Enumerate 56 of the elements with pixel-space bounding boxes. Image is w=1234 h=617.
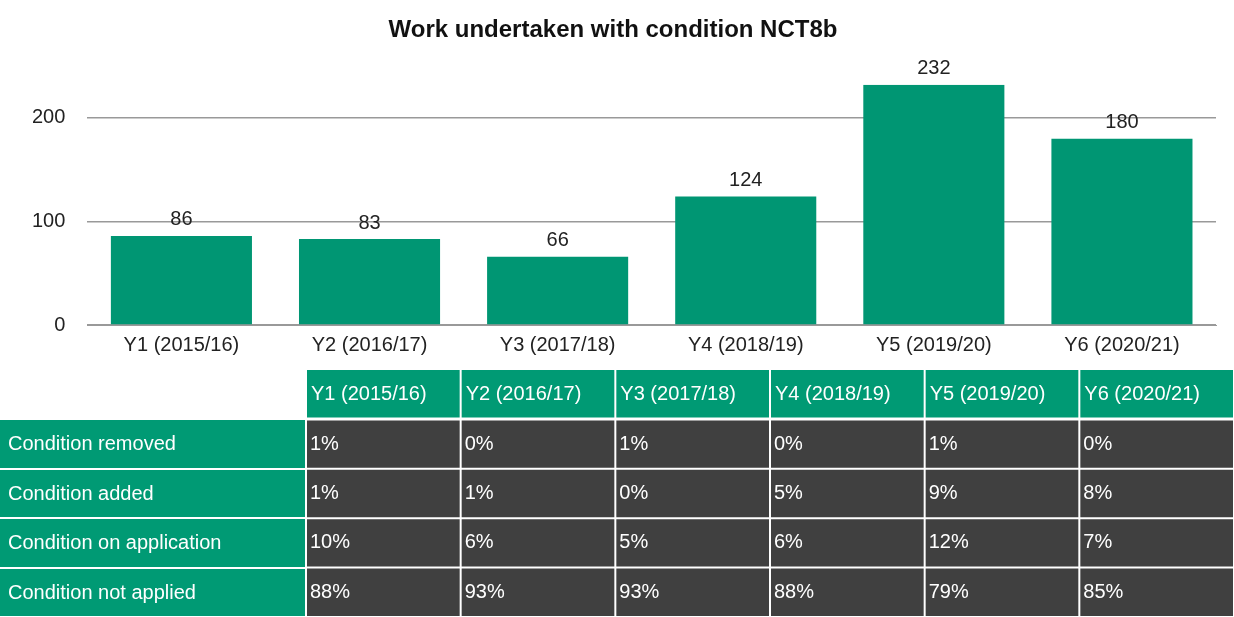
x-tick-label: Y5 (2019/20) xyxy=(876,332,992,355)
data-label: 12% xyxy=(928,530,969,553)
data-label: 8% xyxy=(1083,481,1113,504)
data-label: 85% xyxy=(1083,579,1124,602)
bar xyxy=(675,196,817,325)
x-tick-label: Y4 (2018/19) xyxy=(687,332,804,355)
row-header-cell: Condition on application xyxy=(0,519,305,567)
data-label: 1% xyxy=(310,431,340,454)
x-tick-label: Y6 (2020/21) xyxy=(1064,332,1180,355)
y-tick-label: 0 xyxy=(54,312,66,335)
x-tick-label: Y1 (2015/16) xyxy=(123,332,240,355)
data-label: 6% xyxy=(774,530,804,553)
data-label: 0% xyxy=(1083,431,1113,454)
data-label: 88% xyxy=(310,579,351,602)
data-label: 10% xyxy=(310,530,351,553)
bar xyxy=(298,239,441,325)
x-tick-label: Y3 (2017/18) xyxy=(499,332,616,355)
data-label: 5% xyxy=(774,481,804,504)
data-label: 0% xyxy=(619,481,649,504)
data-label: 83 xyxy=(358,210,381,233)
x-tick-label: Y1 (2015/16) xyxy=(311,382,427,405)
bar xyxy=(110,235,252,325)
data-label: 0% xyxy=(774,431,804,454)
x-tick-label: Y2 (2016/17) xyxy=(311,332,428,355)
y-tick-label: 200 xyxy=(31,105,66,128)
x-tick-label: Y3 (2017/18) xyxy=(620,382,736,405)
data-label: 1% xyxy=(619,431,649,454)
data-label: 180 xyxy=(1105,110,1139,133)
data-label: 86 xyxy=(170,207,193,230)
bar xyxy=(863,84,1005,325)
row-header-cell: Condition not applied xyxy=(0,568,305,616)
bar xyxy=(487,256,629,325)
chart-title: Work undertaken with condition NCT8b xyxy=(388,15,838,43)
x-tick-label: Y6 (2020/21) xyxy=(1084,382,1200,405)
data-label: 5% xyxy=(619,530,649,553)
data-label: 79% xyxy=(928,579,969,602)
data-label: 9% xyxy=(928,481,958,504)
data-label: 232 xyxy=(917,56,951,79)
data-label: 124 xyxy=(729,168,763,191)
bar xyxy=(1051,138,1193,325)
data-label: 88% xyxy=(774,579,815,602)
data-label: 6% xyxy=(464,530,494,553)
x-tick-label: Y2 (2016/17) xyxy=(465,382,582,405)
y-tick-label: 100 xyxy=(31,208,66,231)
row-header-cell: Condition removed xyxy=(0,420,305,468)
row-header-cell: Condition added xyxy=(0,469,305,518)
data-label: 1% xyxy=(928,431,958,454)
x-tick-label: Y4 (2018/19) xyxy=(775,382,891,405)
data-label: 0% xyxy=(464,431,494,454)
data-label: 7% xyxy=(1083,530,1113,553)
x-tick-label: Y5 (2019/20) xyxy=(929,382,1046,405)
data-label: 1% xyxy=(464,481,494,504)
data-label: 93% xyxy=(619,579,660,602)
data-label: 1% xyxy=(310,481,340,504)
data-label: 66 xyxy=(546,228,569,251)
data-label: 93% xyxy=(464,579,505,602)
